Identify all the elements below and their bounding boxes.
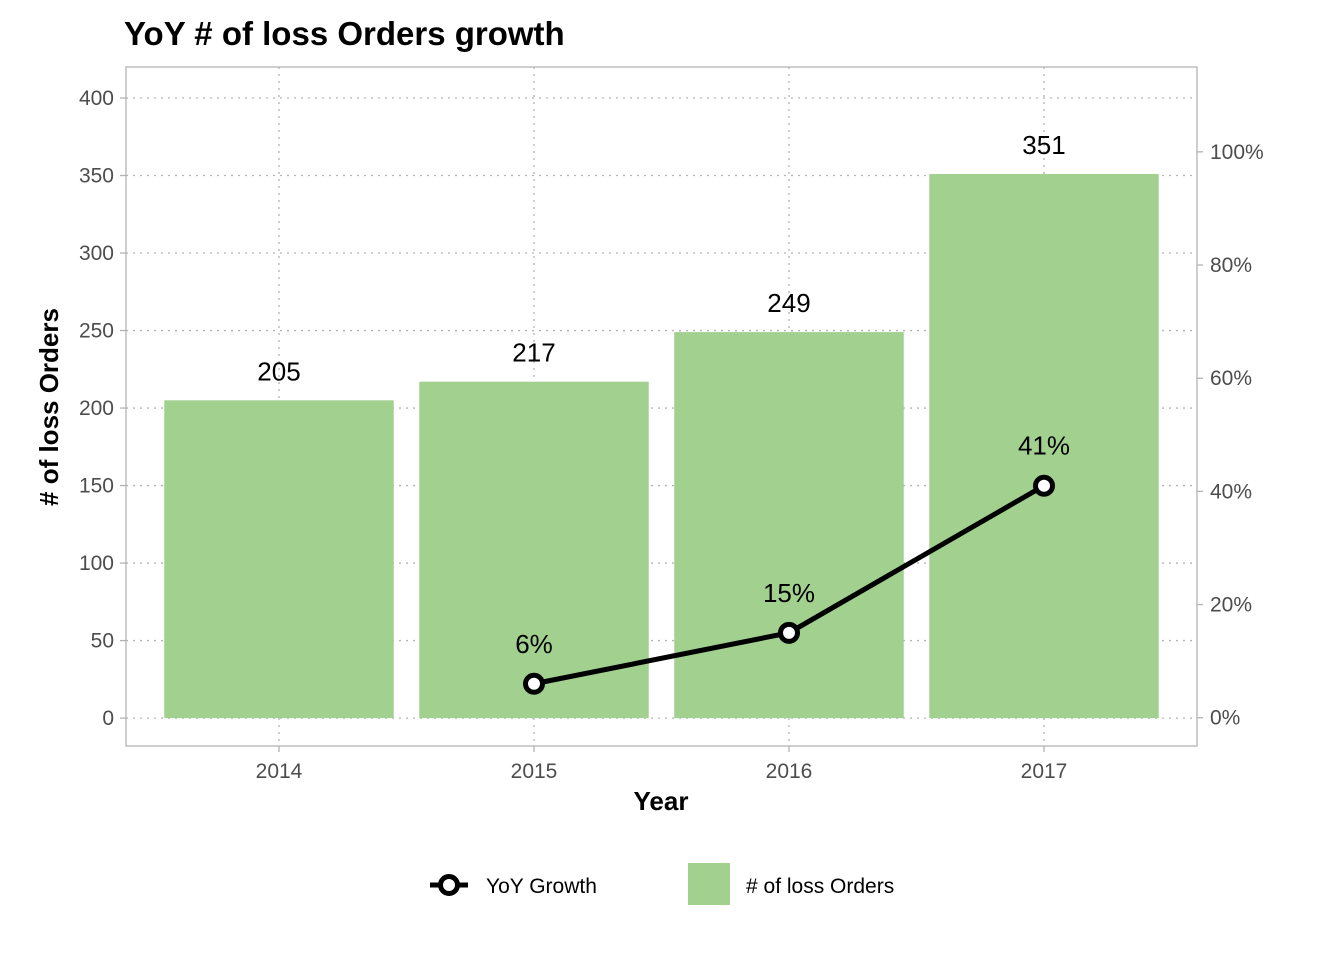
y2-tick-label: 80% (1210, 254, 1252, 277)
legend-marker (438, 874, 460, 896)
legend-item-loss-orders: # of loss Orders (688, 863, 894, 905)
legend-bar-swatch (688, 863, 730, 905)
y-tick-label: 250 (79, 320, 114, 343)
growth-value-label: 41% (1018, 431, 1070, 461)
bar (164, 400, 394, 719)
bar-value-label: 205 (257, 356, 300, 386)
bar (929, 173, 1159, 719)
plot-border (125, 66, 1198, 747)
y-tick-label: 300 (79, 242, 114, 265)
x-tick-label: 2015 (511, 760, 558, 783)
growth-value-label: 15% (763, 578, 815, 608)
bar (674, 332, 904, 719)
legend-item-yoy-growth: YoY Growth (430, 874, 597, 898)
growth-value-label: 6% (515, 629, 553, 659)
x-axis-title: Year (634, 786, 689, 816)
y2-tick-label: 40% (1210, 480, 1252, 503)
y-tick-label: 200 (79, 397, 114, 420)
chart-title: YoY # of loss Orders growth (124, 15, 565, 52)
bar (419, 381, 649, 719)
bar-value-label: 351 (1022, 130, 1065, 160)
y-tick-label: 350 (79, 165, 114, 188)
legend-label-yoy-growth: YoY Growth (486, 875, 597, 898)
growth-point (1033, 474, 1055, 497)
data-labels: 205 217 249 351 6% 15% 41% (257, 130, 1070, 659)
y-axis-title: # of loss Orders (34, 308, 64, 506)
bar-value-label: 217 (512, 338, 555, 368)
bar-value-label: 249 (767, 288, 810, 318)
y2-tick-label: 0% (1210, 707, 1240, 730)
y-tick-label: 50 (91, 630, 114, 653)
y2-tick-label: 20% (1210, 594, 1252, 617)
y2-tick-label: 100% (1210, 141, 1264, 164)
growth-line (523, 474, 1055, 695)
x-tick-label: 2016 (766, 760, 813, 783)
y-axis-right: 0% 20% 40% 60% 80% 100% (1197, 141, 1264, 730)
y-axis-left: 0 50 100 150 200 250 300 350 400 (79, 87, 126, 730)
y-tick-label: 400 (79, 87, 114, 110)
y-tick-label: 0 (102, 707, 114, 730)
x-axis: 2014 2015 2016 2017 (256, 746, 1068, 783)
y2-tick-label: 60% (1210, 367, 1252, 390)
legend-label-loss-orders: # of loss Orders (746, 875, 894, 898)
bars (164, 173, 1159, 719)
x-tick-label: 2017 (1021, 760, 1068, 783)
y-tick-label: 150 (79, 475, 114, 498)
y-tick-label: 100 (79, 552, 114, 575)
growth-point (778, 621, 800, 644)
legend: YoY Growth # of loss Orders (430, 863, 894, 905)
growth-point (523, 672, 545, 695)
x-tick-label: 2014 (256, 760, 303, 783)
